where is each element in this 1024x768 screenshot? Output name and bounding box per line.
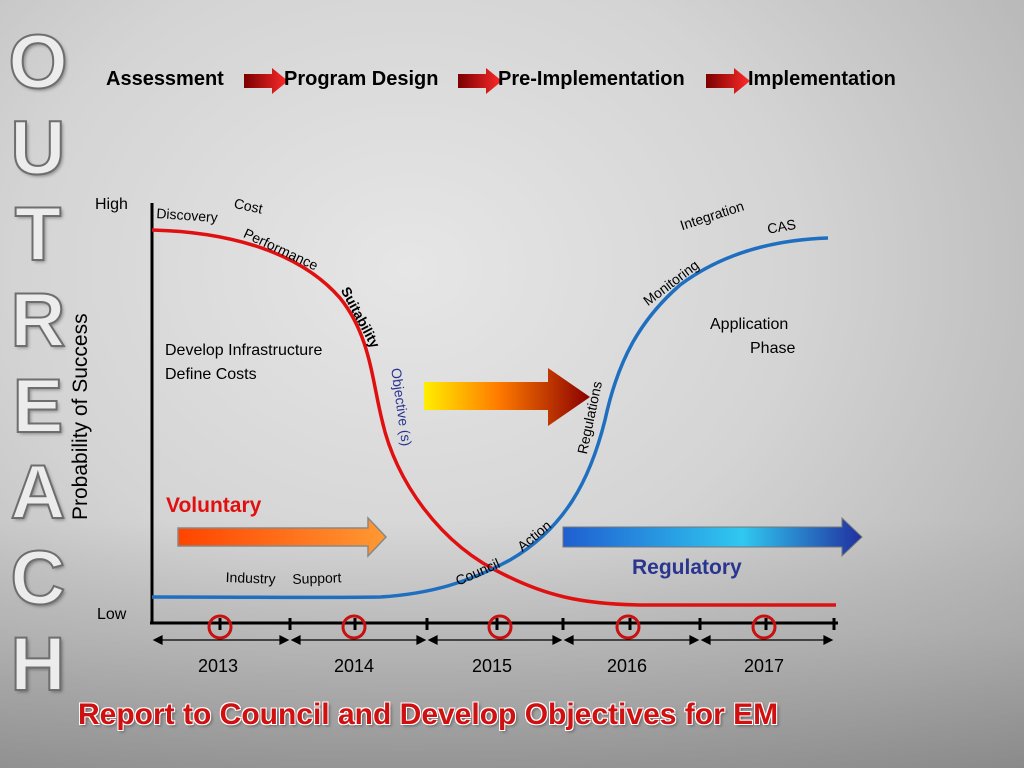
process-arrow-icon <box>244 68 288 94</box>
outreach-letter: E <box>12 363 65 450</box>
year-span-arrows <box>152 635 834 645</box>
y-axis-title: Probability of Success <box>69 313 92 520</box>
process-flow: Assessment Program Design Pre-Implementa… <box>0 64 1024 96</box>
outreach-letter: U <box>10 105 67 192</box>
outreach-vertical-title: O U T R E A C H <box>6 19 70 708</box>
year-label: 2015 <box>472 656 513 676</box>
year-label: 2016 <box>607 656 648 676</box>
regulatory-label: Regulatory <box>632 556 742 579</box>
industry-label: Industry <box>225 569 276 587</box>
voluntary-label: Voluntary <box>166 494 262 517</box>
outreach-letter: R <box>10 277 67 364</box>
process-arrow-icon <box>706 68 750 94</box>
year-label: 2013 <box>198 656 239 676</box>
phase-text: Phase <box>750 340 796 357</box>
support-label: Support <box>292 569 342 587</box>
background-sea <box>0 520 1024 768</box>
year-marker-ring <box>341 614 367 640</box>
x-axis-ticks <box>218 618 836 630</box>
outreach-letter: O <box>7 19 68 106</box>
outreach-letter: H <box>10 621 67 708</box>
year-marker-ring <box>615 614 641 640</box>
red-decline-curve <box>151 228 836 607</box>
year-marker-ring <box>487 614 513 640</box>
year-marker-ring <box>751 614 777 640</box>
outreach-letter: T <box>14 191 62 278</box>
y-axis-high-label: High <box>95 196 128 213</box>
transition-arrow-icon <box>424 368 590 426</box>
develop-infrastructure-text: Develop Infrastructure <box>165 342 323 359</box>
outreach-letter: C <box>10 535 67 622</box>
year-marker-ring <box>207 614 233 640</box>
blue-rise-curve <box>151 236 829 600</box>
voluntary-arrow-icon <box>177 516 388 558</box>
define-costs-text: Define Costs <box>165 366 257 383</box>
year-label: 2017 <box>744 656 785 676</box>
application-text: Application <box>710 316 789 333</box>
process-step-assessment: Assessment <box>106 68 224 90</box>
process-step-implementation: Implementation <box>748 68 896 90</box>
slide-title: Report to Council and Develop Objectives… <box>78 698 779 731</box>
year-label: 2014 <box>334 656 375 676</box>
year-markers <box>207 614 777 640</box>
regulatory-arrow-icon <box>562 516 863 558</box>
process-step-pre-implementation: Pre-Implementation <box>498 68 685 90</box>
y-axis-low-label: Low <box>97 606 127 623</box>
process-arrow-icon <box>458 68 502 94</box>
process-step-program-design: Program Design <box>284 68 439 90</box>
outreach-letter: A <box>10 449 67 536</box>
